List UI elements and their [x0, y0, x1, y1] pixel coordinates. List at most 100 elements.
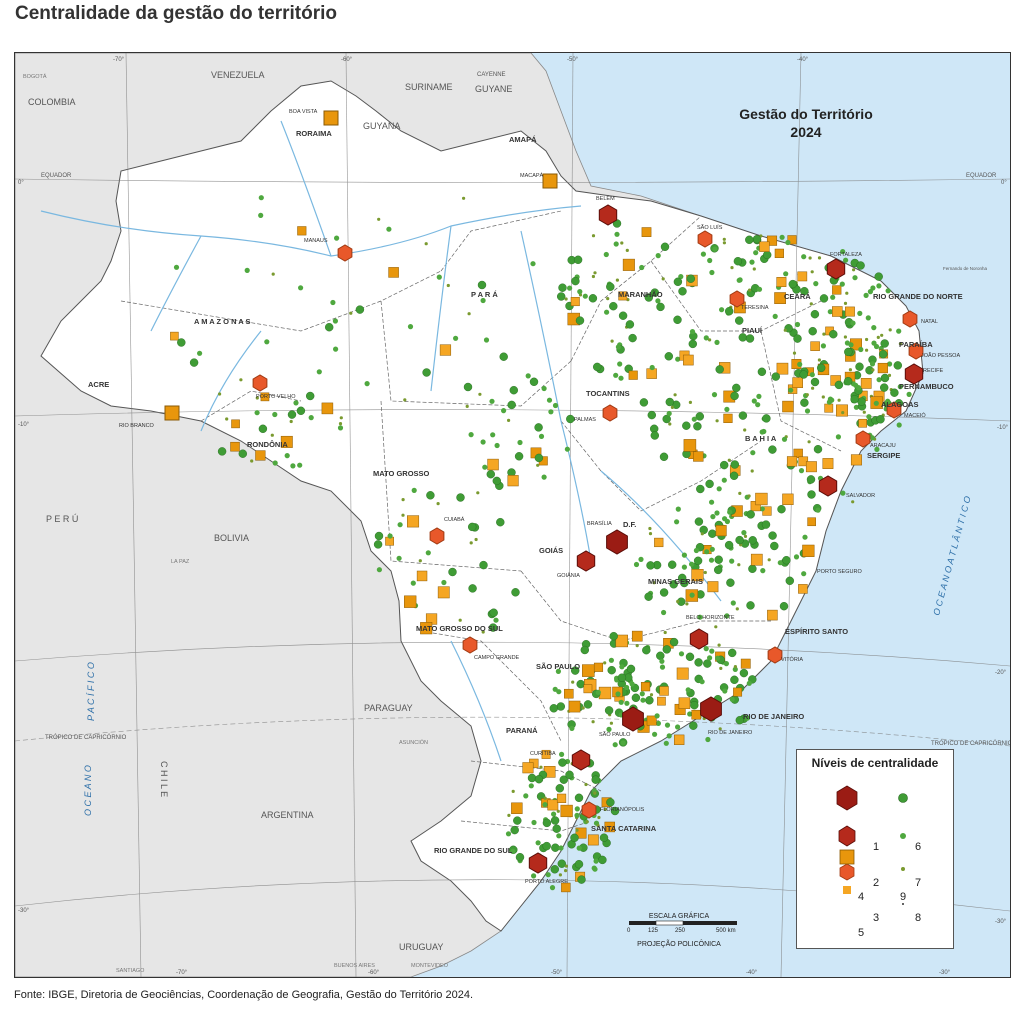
center-point-level-6-8[interactable]: [691, 416, 697, 422]
center-point-level-6-8[interactable]: [852, 275, 858, 281]
center-point-level-6-8[interactable]: [800, 287, 809, 296]
center-point-level-6-8[interactable]: [595, 689, 601, 696]
center-point-level-6-8[interactable]: [655, 298, 661, 304]
center-point-level-4-5[interactable]: [832, 285, 842, 295]
center-point-level-6-8[interactable]: [556, 833, 562, 839]
center-point-level-4-5[interactable]: [723, 413, 733, 423]
center-point-level-6-8[interactable]: [799, 370, 808, 379]
major-center-macei-[interactable]: [886, 401, 902, 419]
center-point-level-6-8[interactable]: [821, 395, 825, 399]
major-center-rio-de-janeiro[interactable]: [700, 696, 722, 722]
center-point-level-4-5[interactable]: [805, 461, 817, 473]
center-point-level-6-8[interactable]: [550, 816, 560, 825]
center-point-level-6-8[interactable]: [631, 693, 641, 702]
center-point-level-6-8[interactable]: [598, 855, 607, 865]
center-point-level-6-8[interactable]: [426, 491, 435, 500]
center-point-level-6-8[interactable]: [250, 459, 254, 463]
center-point-level-4-5[interactable]: [522, 762, 534, 774]
center-point-level-6-8[interactable]: [640, 697, 646, 703]
center-point-level-6-8[interactable]: [197, 350, 203, 356]
center-point-level-6-8[interactable]: [574, 812, 580, 819]
center-point-level-6-8[interactable]: [377, 217, 381, 221]
center-point-level-6-8[interactable]: [811, 386, 815, 390]
center-point-level-6-8[interactable]: [802, 534, 808, 540]
center-point-level-6-8[interactable]: [499, 352, 508, 361]
center-point-level-6-8[interactable]: [708, 529, 717, 538]
center-point-level-6-8[interactable]: [422, 368, 431, 377]
center-point-level-6-8[interactable]: [699, 525, 708, 535]
center-point-level-4-5[interactable]: [583, 684, 593, 694]
center-point-level-4-5[interactable]: [593, 662, 604, 672]
center-point-level-6-8[interactable]: [735, 607, 739, 611]
center-point-level-4-5[interactable]: [786, 456, 798, 467]
center-point-level-6-8[interactable]: [738, 411, 748, 420]
center-point-level-6-8[interactable]: [507, 813, 511, 818]
center-point-level-6-8[interactable]: [676, 599, 680, 604]
major-center-florian-polis[interactable]: [581, 801, 597, 819]
center-point-level-4-5[interactable]: [767, 609, 778, 621]
center-point-level-6-8[interactable]: [558, 283, 567, 292]
center-point-level-4-5[interactable]: [556, 793, 567, 803]
center-point-level-6-8[interactable]: [467, 312, 471, 316]
center-point-level-6-8[interactable]: [446, 283, 450, 288]
center-point-level-6-8[interactable]: [869, 435, 875, 441]
center-point-level-6-8[interactable]: [747, 494, 751, 498]
center-point-level-6-8[interactable]: [694, 517, 704, 526]
center-point-level-6-8[interactable]: [577, 875, 586, 884]
center-point-level-6-8[interactable]: [714, 625, 718, 629]
center-point-level-6-8[interactable]: [693, 547, 700, 554]
center-point-level-6-8[interactable]: [748, 288, 752, 292]
center-point-level-6-8[interactable]: [580, 645, 589, 655]
center-point-level-6-8[interactable]: [509, 386, 518, 395]
center-point-level-6-8[interactable]: [593, 362, 602, 372]
center-point-level-6-8[interactable]: [721, 477, 727, 483]
center-point-level-4-5[interactable]: [231, 419, 240, 429]
center-point-level-6-8[interactable]: [325, 323, 334, 332]
center-point-level-6-8[interactable]: [704, 549, 710, 555]
center-point-level-6-8[interactable]: [748, 536, 757, 545]
center-point-level-6-8[interactable]: [815, 507, 821, 513]
center-point-level-6-8[interactable]: [565, 770, 574, 779]
center-point-level-6-8[interactable]: [662, 414, 671, 424]
center-point-level-6-8[interactable]: [654, 713, 660, 719]
major-center-vit-ria[interactable]: [767, 646, 783, 664]
center-point-level-6-8[interactable]: [625, 248, 629, 252]
center-point-level-4-5[interactable]: [678, 697, 691, 709]
center-point-level-6-8[interactable]: [709, 499, 715, 505]
center-point-level-6-8[interactable]: [558, 873, 563, 877]
center-point-level-6-8[interactable]: [887, 373, 892, 377]
center-point-level-6-8[interactable]: [813, 445, 823, 454]
center-point-level-6-8[interactable]: [762, 414, 771, 423]
major-center-aracaju[interactable]: [855, 430, 871, 448]
center-point-level-6-8[interactable]: [663, 630, 667, 635]
center-point-level-6-8[interactable]: [756, 393, 762, 399]
center-point-level-4-5[interactable]: [776, 277, 787, 287]
center-point-level-6-8[interactable]: [880, 333, 884, 337]
center-point-level-4-5[interactable]: [628, 370, 638, 380]
center-point-level-6-8[interactable]: [308, 415, 314, 421]
center-point-level-6-8[interactable]: [647, 410, 656, 420]
center-point-level-6-8[interactable]: [593, 791, 597, 795]
center-point-level-6-8[interactable]: [591, 775, 600, 784]
center-point-level-6-8[interactable]: [496, 518, 505, 527]
center-point-level-6-8[interactable]: [549, 885, 556, 891]
center-point-level-6-8[interactable]: [788, 387, 794, 393]
center-point-level-6-8[interactable]: [610, 806, 620, 816]
center-point-level-6-8[interactable]: [552, 402, 559, 409]
center-point-level-6-8[interactable]: [781, 436, 788, 442]
center-point-level-6-8[interactable]: [876, 283, 882, 289]
center-point-level-6-8[interactable]: [615, 691, 621, 697]
center-point-level-4-5[interactable]: [822, 458, 834, 469]
center-point-level-6-8[interactable]: [625, 320, 635, 329]
center-point-level-6-8[interactable]: [639, 691, 645, 697]
center-point-level-4-5[interactable]: [802, 544, 815, 557]
center-point-level-6-8[interactable]: [724, 540, 734, 550]
center-point-level-6-8[interactable]: [493, 617, 499, 623]
center-point-level-6-8[interactable]: [564, 297, 568, 301]
center-point-level-6-8[interactable]: [693, 422, 702, 431]
center-point-level-6-8[interactable]: [735, 716, 744, 725]
center-point-level-6-8[interactable]: [603, 251, 609, 258]
center-point-level-4-5[interactable]: [646, 368, 657, 379]
center-point-level-6-8[interactable]: [656, 302, 665, 312]
center-point-level-4-5[interactable]: [676, 667, 689, 680]
